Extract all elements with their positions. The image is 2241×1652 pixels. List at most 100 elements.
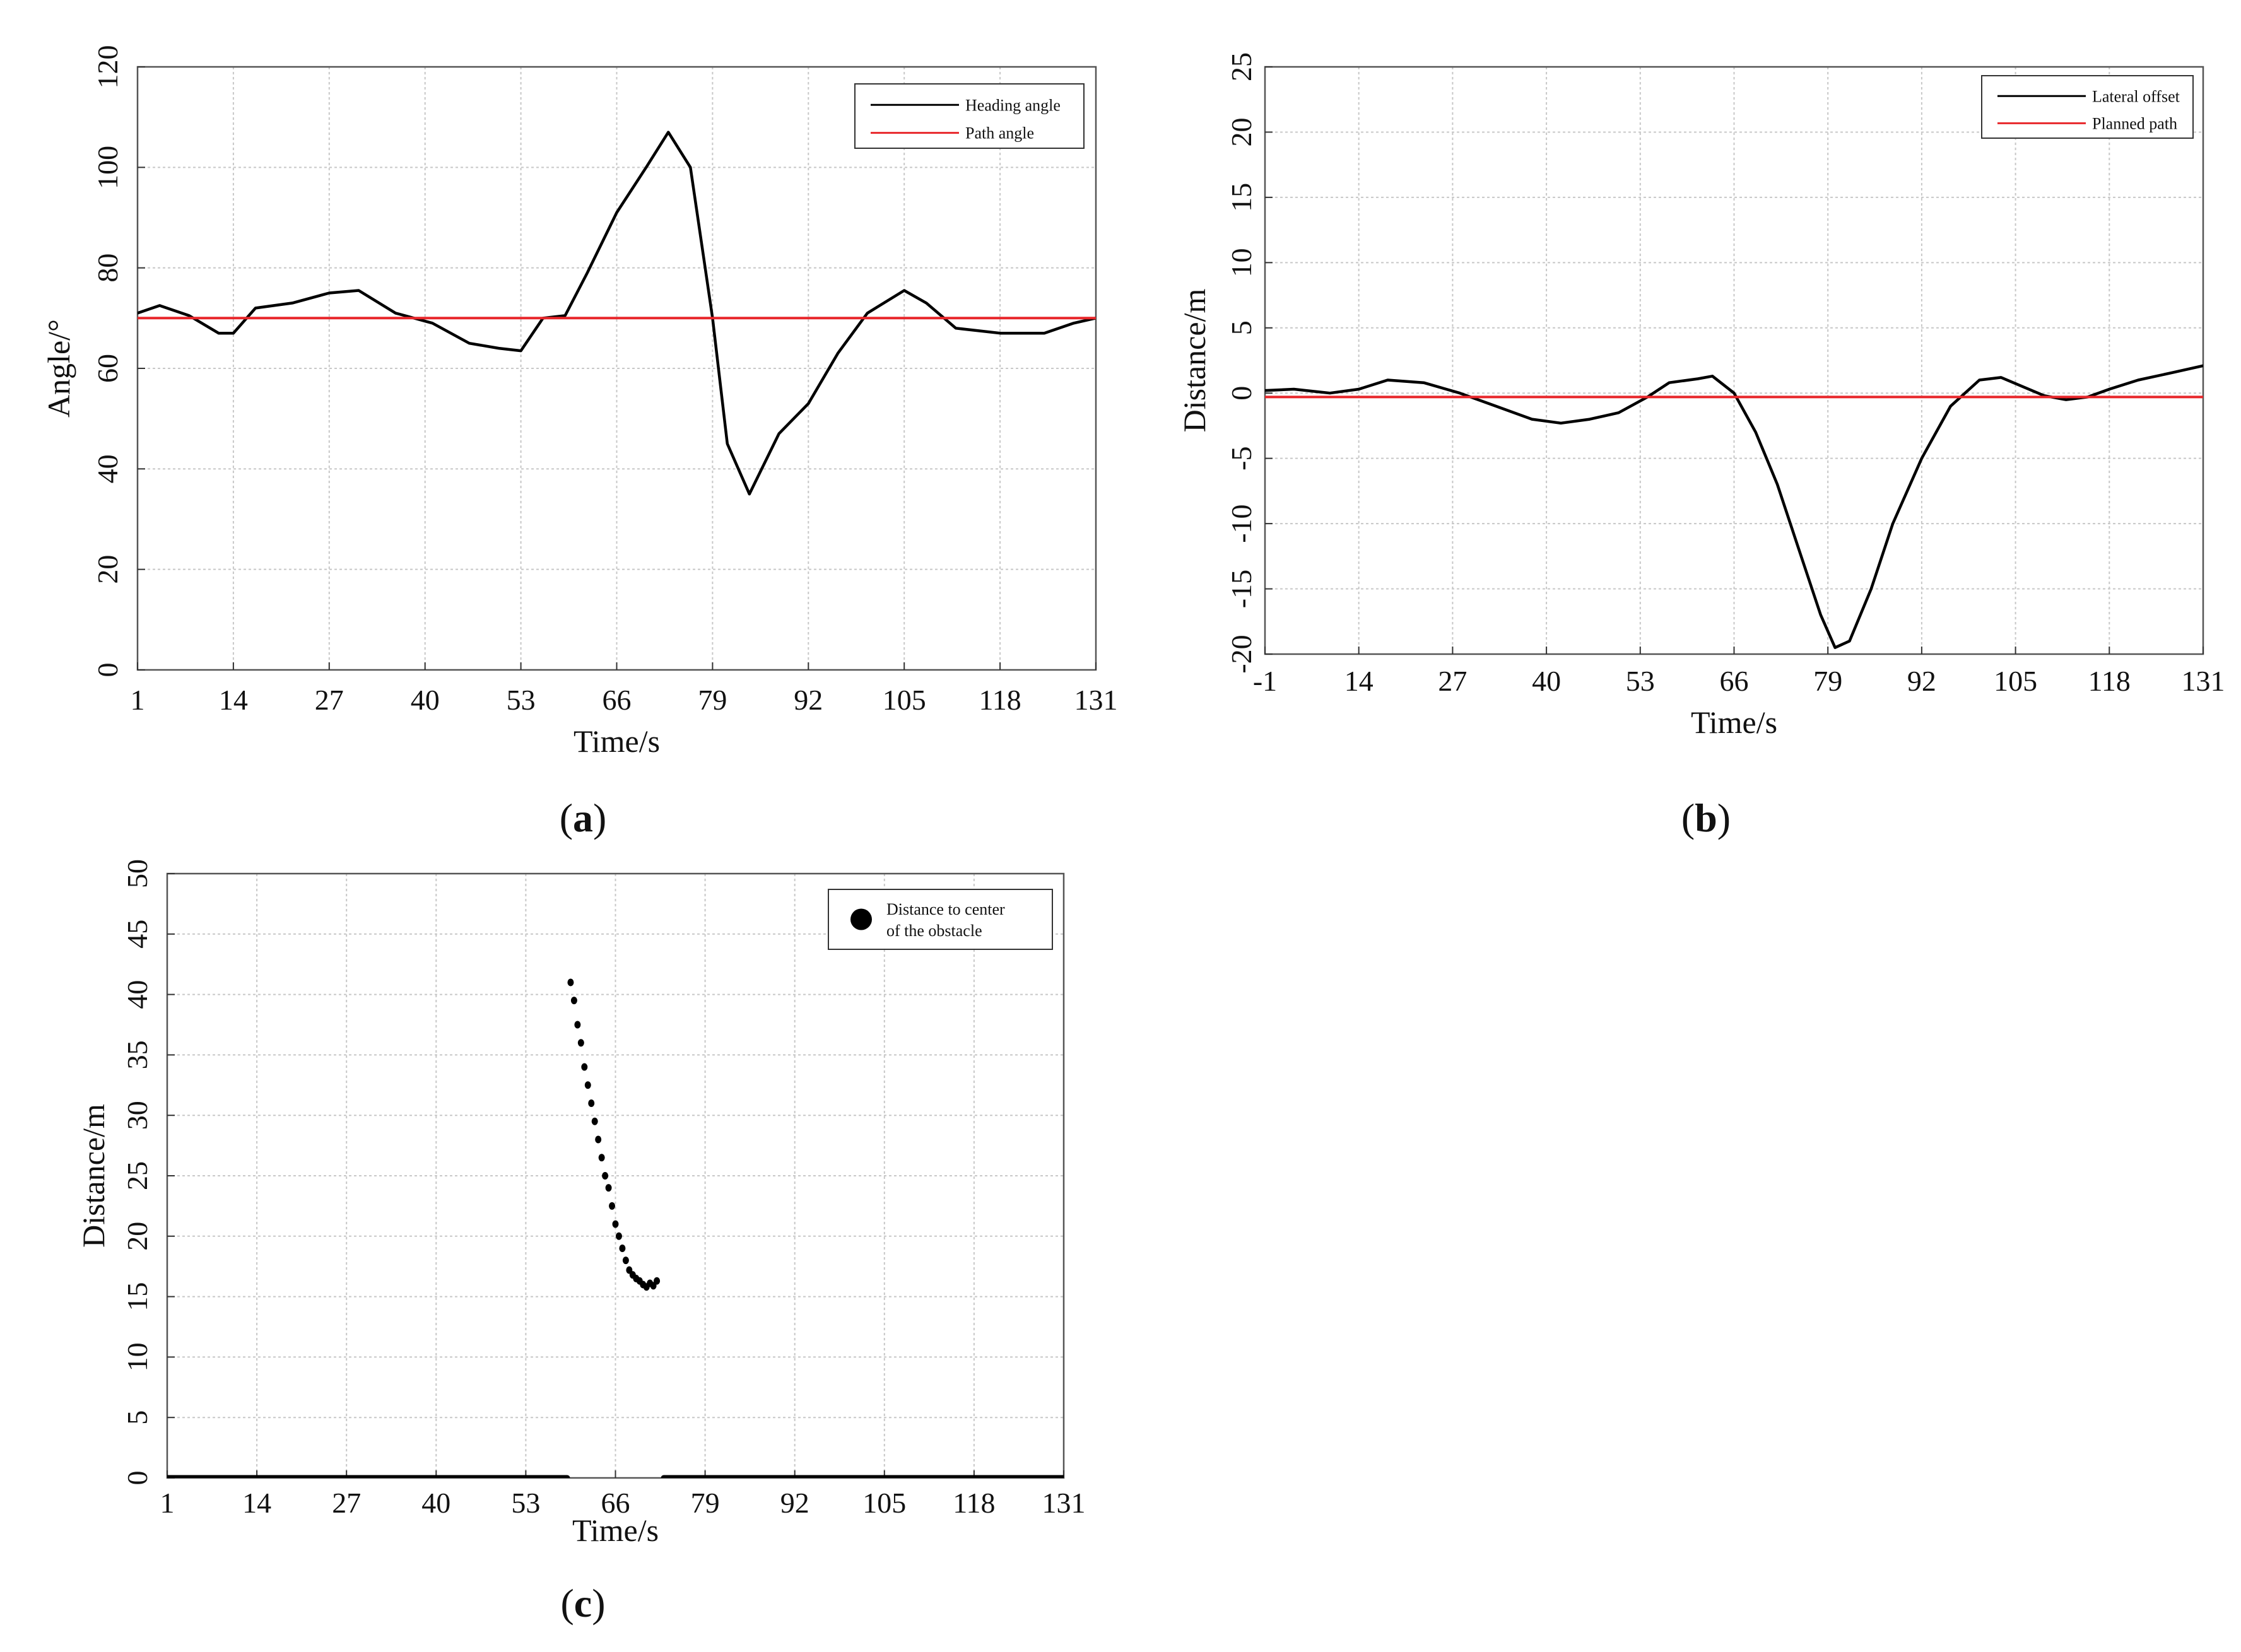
y-tick-label: 60 (91, 354, 124, 383)
x-tick-label: 105 (1994, 665, 2037, 697)
x-tick-label: 92 (780, 1487, 809, 1519)
y-tick-label: -5 (1225, 447, 1257, 471)
y-tick-label: 10 (121, 1342, 153, 1371)
y-tick-label: 20 (1225, 117, 1257, 146)
x-tick-label: 79 (698, 684, 727, 716)
legend-box (854, 83, 1085, 149)
y-axis-label: Angle/° (41, 319, 76, 418)
y-tick-label: 40 (91, 454, 124, 483)
x-axis-label: Time/s (573, 723, 660, 759)
series-line (138, 131, 1096, 496)
y-tick-label: -10 (1225, 504, 1257, 542)
x-tick-label: 53 (1626, 665, 1655, 697)
legend-box (1981, 75, 2194, 139)
data-point (581, 1063, 588, 1071)
data-point (615, 1232, 622, 1240)
legend-label: Planned path (2092, 114, 2177, 132)
y-tick-label: 0 (121, 1471, 153, 1485)
x-tick-label: 66 (603, 684, 632, 716)
legend-marker (850, 908, 872, 930)
y-tick-label: 35 (121, 1040, 153, 1069)
x-tick-label: 27 (315, 684, 344, 716)
y-tick-label: 80 (91, 254, 124, 283)
y-tick-label: 50 (121, 859, 153, 888)
panel-caption: (c) (560, 1581, 605, 1626)
y-tick-label: 25 (1225, 52, 1257, 81)
data-point (622, 1257, 629, 1265)
x-tick-label: 131 (2182, 665, 2225, 697)
panel-caption: (a) (560, 795, 607, 840)
y-tick-label: 20 (121, 1222, 153, 1251)
y-tick-label: 30 (121, 1101, 153, 1130)
legend-label: Lateral offset (2092, 87, 2180, 105)
y-tick-label: -20 (1225, 635, 1257, 673)
x-tick-label: 40 (411, 684, 440, 716)
data-point (567, 978, 574, 987)
x-tick-label: 131 (1074, 684, 1118, 716)
y-tick-label: 20 (91, 555, 124, 584)
x-axis-label: Time/s (1691, 705, 1777, 740)
x-tick-label: 105 (862, 1487, 906, 1519)
y-tick-label: 40 (121, 980, 153, 1009)
x-tick-label: 1 (160, 1487, 175, 1519)
data-point (577, 1039, 584, 1047)
x-tick-label: 66 (601, 1487, 630, 1519)
data-point (612, 1220, 619, 1228)
x-tick-label: 79 (691, 1487, 720, 1519)
x-tick-label: 14 (242, 1487, 271, 1519)
data-point (605, 1184, 612, 1192)
x-tick-label: 118 (2088, 665, 2131, 697)
x-tick-label: 27 (1438, 665, 1467, 697)
data-point (588, 1099, 595, 1108)
x-tick-label: 79 (1813, 665, 1842, 697)
data-point (595, 1135, 602, 1144)
data-point (619, 1244, 626, 1252)
data-point (602, 1172, 609, 1180)
y-axis-label: Distance/m (76, 1104, 111, 1248)
x-tick-label: 118 (953, 1487, 995, 1519)
y-tick-label: 10 (1225, 248, 1257, 277)
y-tick-label: 45 (121, 920, 153, 949)
x-axis-label: Time/s (572, 1513, 659, 1548)
y-tick-label: 0 (1225, 386, 1257, 401)
x-tick-label: 66 (1720, 665, 1749, 697)
data-point (574, 1021, 581, 1029)
panel-b-chart: -1 14 27 40 53 66 79 92 105 118 131 -20 -15 -10 -5 0 5 10… (1177, 52, 2225, 840)
panel-a-chart: 1 14 27 40 53 66 79 92 105 118 131 0 20 40 60 80 100 120 T… (41, 45, 1118, 841)
x-tick-label: 131 (1042, 1487, 1086, 1519)
y-tick-label: 5 (121, 1410, 153, 1425)
y-tick-label: 15 (121, 1282, 153, 1311)
x-tick-label: 53 (511, 1487, 540, 1519)
data-point (598, 1154, 605, 1162)
data-point (609, 1202, 616, 1210)
x-tick-label: 40 (1532, 665, 1561, 697)
legend-label: Heading angle (965, 96, 1061, 114)
x-tick-label: 118 (979, 684, 1021, 716)
data-point (654, 1277, 661, 1285)
legend-label: of the obstacle (886, 922, 982, 940)
x-tick-label: 1 (131, 684, 145, 716)
panel-caption: (b) (1681, 795, 1731, 840)
x-tick-label: 27 (332, 1487, 361, 1519)
plot-area (167, 874, 1064, 1478)
y-tick-label: 25 (121, 1161, 153, 1190)
legend-label: Path angle (965, 124, 1034, 143)
y-tick-label: 100 (91, 146, 124, 189)
y-axis-label: Distance/m (1177, 289, 1212, 433)
data-point (591, 1117, 598, 1125)
x-tick-label: 92 (794, 684, 823, 716)
x-tick-label: 92 (1907, 665, 1936, 697)
x-tick-label: 14 (219, 684, 248, 716)
data-point (584, 1081, 591, 1089)
x-tick-label: -1 (1253, 665, 1277, 697)
y-tick-label: 5 (1225, 320, 1257, 335)
x-tick-label: 14 (1344, 665, 1373, 697)
panel-c-chart: 1 14 27 40 53 66 79 92 105 118 131 0 5 10 15 20 25 30 35 40… (76, 859, 1086, 1626)
legend-label: Distance to center (886, 900, 1005, 918)
data-point (570, 997, 577, 1005)
y-tick-label: -15 (1225, 570, 1257, 608)
x-tick-label: 53 (507, 684, 536, 716)
y-tick-label: 15 (1225, 183, 1257, 212)
y-tick-label: 0 (91, 663, 124, 677)
